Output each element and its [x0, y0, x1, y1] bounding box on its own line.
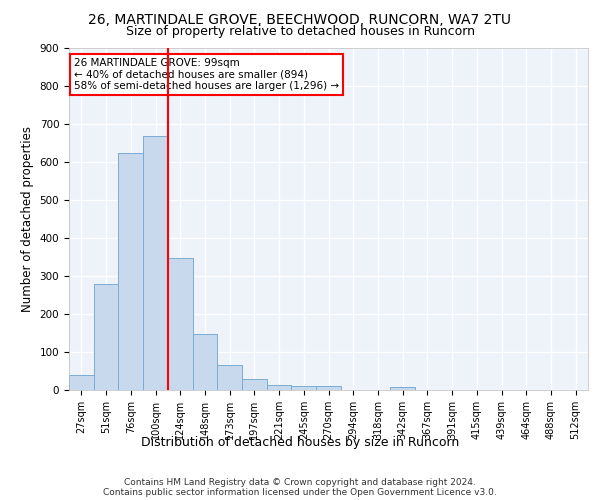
- Y-axis label: Number of detached properties: Number of detached properties: [21, 126, 34, 312]
- Bar: [143, 136, 168, 390]
- Bar: [316, 386, 341, 390]
- Bar: [69, 375, 94, 390]
- Bar: [390, 387, 415, 390]
- Bar: [118, 154, 143, 390]
- Bar: [267, 385, 292, 390]
- Text: Size of property relative to detached houses in Runcorn: Size of property relative to detached ho…: [125, 25, 475, 38]
- Bar: [292, 386, 316, 390]
- Text: Distribution of detached houses by size in Runcorn: Distribution of detached houses by size …: [141, 436, 459, 449]
- Bar: [94, 284, 118, 390]
- Text: Contains HM Land Registry data © Crown copyright and database right 2024.
Contai: Contains HM Land Registry data © Crown c…: [103, 478, 497, 497]
- Text: 26, MARTINDALE GROVE, BEECHWOOD, RUNCORN, WA7 2TU: 26, MARTINDALE GROVE, BEECHWOOD, RUNCORN…: [89, 12, 511, 26]
- Bar: [217, 366, 242, 390]
- Bar: [242, 380, 267, 390]
- Text: 26 MARTINDALE GROVE: 99sqm
← 40% of detached houses are smaller (894)
58% of sem: 26 MARTINDALE GROVE: 99sqm ← 40% of deta…: [74, 58, 340, 91]
- Bar: [168, 258, 193, 390]
- Bar: [193, 334, 217, 390]
